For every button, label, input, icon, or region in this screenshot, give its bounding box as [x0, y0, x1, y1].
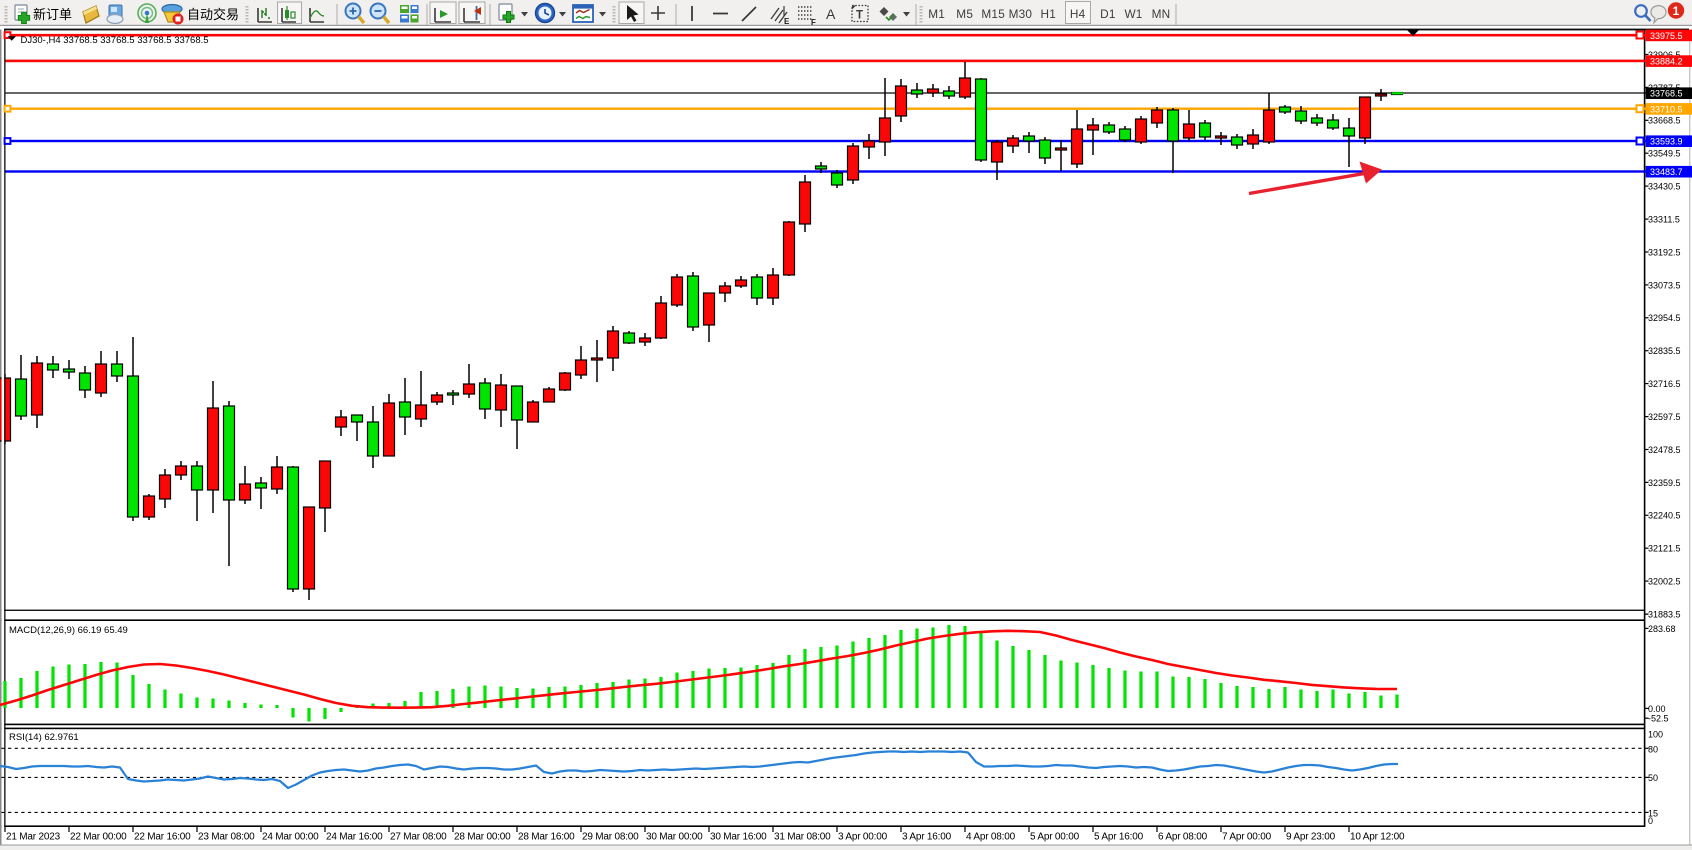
svg-text:新订单: 新订单: [33, 7, 72, 22]
svg-text:33906.5: 33906.5: [1648, 50, 1681, 60]
svg-text:M30: M30: [1009, 7, 1033, 21]
svg-text:F: F: [811, 18, 816, 27]
svg-text:H4: H4: [1070, 7, 1086, 21]
svg-text:28 Mar 00:00: 28 Mar 00:00: [454, 832, 511, 843]
svg-text:24 Mar 00:00: 24 Mar 00:00: [262, 832, 319, 843]
svg-text:5 Apr 16:00: 5 Apr 16:00: [1094, 832, 1144, 843]
svg-text:22 Mar 00:00: 22 Mar 00:00: [70, 832, 127, 843]
svg-text:31 Mar 08:00: 31 Mar 08:00: [774, 832, 831, 843]
svg-text:4 Apr 08:00: 4 Apr 08:00: [966, 832, 1016, 843]
svg-text:30 Mar 16:00: 30 Mar 16:00: [710, 832, 767, 843]
svg-text:E: E: [784, 17, 790, 26]
svg-text:M15: M15: [981, 7, 1005, 21]
svg-text:T: T: [856, 10, 863, 22]
svg-text:24 Mar 16:00: 24 Mar 16:00: [326, 832, 383, 843]
svg-text:自动交易: 自动交易: [187, 7, 239, 22]
svg-text:9 Apr 23:00: 9 Apr 23:00: [1286, 832, 1336, 843]
svg-text:33430.5: 33430.5: [1648, 182, 1681, 192]
svg-text:23 Mar 08:00: 23 Mar 08:00: [198, 832, 255, 843]
svg-text:33073.5: 33073.5: [1648, 280, 1681, 290]
svg-text:H1: H1: [1041, 7, 1056, 21]
svg-text:283.68: 283.68: [1648, 624, 1676, 634]
svg-text:33975.5: 33975.5: [1650, 31, 1683, 41]
svg-text:15: 15: [1648, 808, 1658, 818]
svg-text:MACD(12,26,9) 66.19 65.49: MACD(12,26,9) 66.19 65.49: [9, 625, 128, 636]
svg-text:30 Mar 00:00: 30 Mar 00:00: [646, 832, 703, 843]
svg-text:32716.5: 32716.5: [1648, 379, 1681, 389]
svg-text:10 Apr 12:00: 10 Apr 12:00: [1350, 832, 1405, 843]
svg-text:DJ30-,H4 33768.5 33768.5 3376: DJ30-,H4 33768.5 33768.5 33768.5 33768.5: [21, 35, 209, 46]
svg-text:32835.5: 32835.5: [1648, 346, 1681, 356]
svg-text:31883.5: 31883.5: [1648, 610, 1681, 620]
svg-text:W1: W1: [1124, 7, 1142, 21]
svg-text:33483.7: 33483.7: [1650, 167, 1683, 177]
svg-text:3 Apr 16:00: 3 Apr 16:00: [902, 832, 952, 843]
svg-text:22 Mar 16:00: 22 Mar 16:00: [134, 832, 191, 843]
svg-text:6 Apr 08:00: 6 Apr 08:00: [1158, 832, 1208, 843]
svg-text:32359.5: 32359.5: [1648, 478, 1681, 488]
svg-text:50: 50: [1648, 773, 1658, 783]
svg-text:3 Apr 00:00: 3 Apr 00:00: [838, 832, 888, 843]
svg-text:RSI(14) 62.9761: RSI(14) 62.9761: [9, 732, 79, 743]
svg-text:33192.5: 33192.5: [1648, 247, 1681, 257]
svg-text:-52.5: -52.5: [1648, 714, 1669, 724]
svg-text:33593.9: 33593.9: [1650, 137, 1683, 147]
svg-text:33768.5: 33768.5: [1650, 89, 1683, 99]
svg-text:M5: M5: [956, 7, 973, 21]
svg-text:33884.2: 33884.2: [1650, 57, 1683, 67]
svg-text:28 Mar 16:00: 28 Mar 16:00: [518, 832, 575, 843]
svg-text:0: 0: [1648, 816, 1653, 826]
svg-text:33710.5: 33710.5: [1650, 104, 1683, 114]
svg-text:MN: MN: [1152, 7, 1171, 21]
svg-text:A: A: [826, 6, 836, 22]
svg-text:100: 100: [1648, 730, 1663, 740]
svg-text:21 Mar 2023: 21 Mar 2023: [6, 832, 61, 843]
svg-text:32597.5: 32597.5: [1648, 412, 1681, 422]
svg-text:33549.5: 33549.5: [1648, 149, 1681, 159]
svg-text:0.00: 0.00: [1648, 704, 1666, 714]
svg-text:32240.5: 32240.5: [1648, 511, 1681, 521]
svg-text:5 Apr 00:00: 5 Apr 00:00: [1030, 832, 1080, 843]
svg-text:7 Apr 00:00: 7 Apr 00:00: [1222, 832, 1272, 843]
svg-text:32478.5: 32478.5: [1648, 445, 1681, 455]
svg-text:27 Mar 08:00: 27 Mar 08:00: [390, 832, 447, 843]
svg-text:33668.5: 33668.5: [1648, 116, 1681, 126]
svg-text:M1: M1: [928, 7, 945, 21]
svg-text:29 Mar 08:00: 29 Mar 08:00: [582, 832, 639, 843]
svg-text:33311.5: 33311.5: [1648, 215, 1680, 225]
svg-text:1: 1: [1673, 4, 1680, 18]
svg-text:32121.5: 32121.5: [1648, 544, 1681, 554]
svg-text:80: 80: [1648, 744, 1658, 754]
svg-text:32002.5: 32002.5: [1648, 577, 1681, 587]
svg-text:32954.5: 32954.5: [1648, 313, 1681, 323]
svg-text:D1: D1: [1100, 7, 1115, 21]
